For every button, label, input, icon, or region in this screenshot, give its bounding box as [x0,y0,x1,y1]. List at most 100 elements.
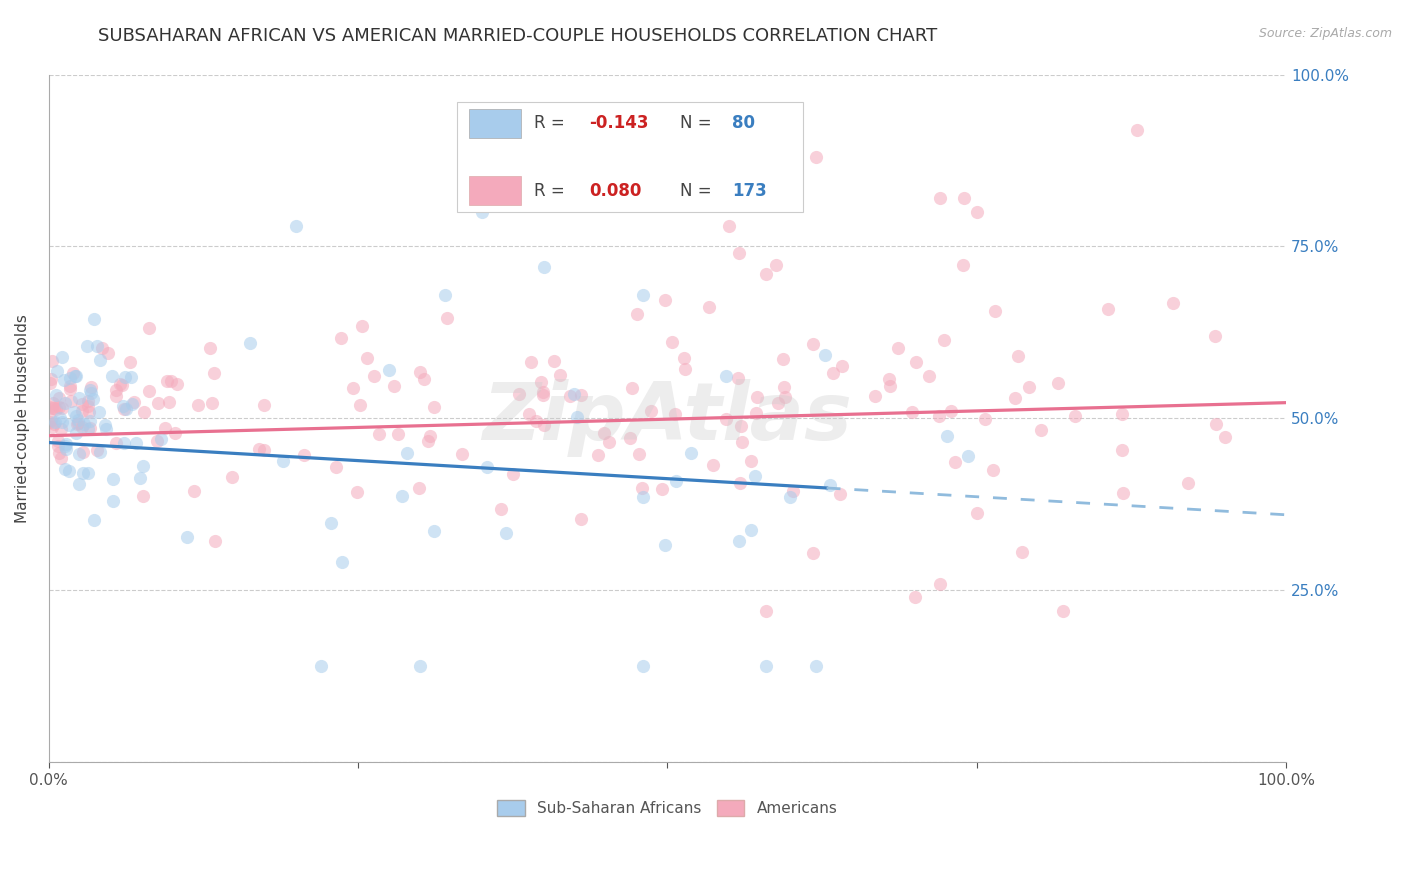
Point [772,352,794,367]
Point [39,376,62,391]
Point [619,431,641,445]
Point [76,466,98,480]
Point [562,387,585,401]
Point [325,459,347,474]
Point [983,463,1005,477]
Point [46,434,69,448]
Point [436,311,458,326]
Point [1161,296,1184,310]
Point [132,405,155,419]
Point [70,404,93,418]
Point [1213,430,1236,444]
Point [409,365,432,379]
Point [387,426,409,441]
Point [935,429,957,443]
Point [202,367,225,381]
Point [956,450,979,464]
Point [44,401,66,415]
Point [775,390,797,404]
Point [51,415,73,429]
Point [58,464,80,478]
Point [128,471,150,485]
Point [112,435,135,450]
Point [530,375,553,389]
Point [105,383,128,397]
Point [626,307,648,321]
Point [524,414,547,428]
Point [801,546,824,560]
Point [745,406,768,420]
Point [1052,604,1074,618]
Point [65,426,87,441]
Point [879,378,901,392]
Point [823,366,845,380]
Point [489,501,512,516]
Point [39,415,62,429]
Point [877,371,900,385]
Point [131,489,153,503]
Point [67,477,90,491]
Point [77,399,100,413]
Point [382,379,405,393]
Point [41,401,63,415]
Point [731,434,754,449]
Point [665,474,688,488]
Point [477,460,499,475]
Point [939,404,962,418]
Point [138,384,160,399]
Point [65,409,87,424]
Point [80,380,103,394]
Point [865,389,887,403]
Point [41,420,63,434]
Point [89,444,111,458]
FancyBboxPatch shape [470,109,522,137]
Point [125,436,148,450]
Point [773,380,796,394]
Point [124,395,146,409]
Point [664,407,686,421]
Point [62,405,84,419]
Point [330,555,353,569]
Point [1004,391,1026,405]
Point [966,205,988,219]
Point [49,451,72,466]
Point [42,395,65,409]
Point [70,397,93,411]
Point [70,419,93,434]
Point [76,339,98,353]
Point [67,391,90,405]
Point [76,422,98,436]
Point [72,466,94,480]
Point [97,345,120,359]
Point [105,389,128,403]
Point [718,219,741,233]
Point [131,459,153,474]
Point [58,417,80,432]
Point [630,481,652,495]
Point [108,377,131,392]
Point [115,401,138,416]
Point [804,659,827,673]
Point [253,442,276,457]
Point [363,368,385,383]
Point [697,300,720,314]
Point [41,353,63,368]
Point [928,576,950,591]
Point [53,373,76,387]
Point [46,439,69,453]
Point [1204,329,1226,343]
Point [408,481,430,495]
FancyBboxPatch shape [457,102,803,212]
Point [45,401,67,416]
Point [755,268,778,282]
Point [744,469,766,483]
Point [586,448,609,462]
Point [101,368,124,383]
Point [45,364,67,378]
Point [146,396,169,410]
Point [292,449,315,463]
Point [740,524,762,538]
Point [118,355,141,369]
Point [80,385,103,400]
Point [91,341,114,355]
